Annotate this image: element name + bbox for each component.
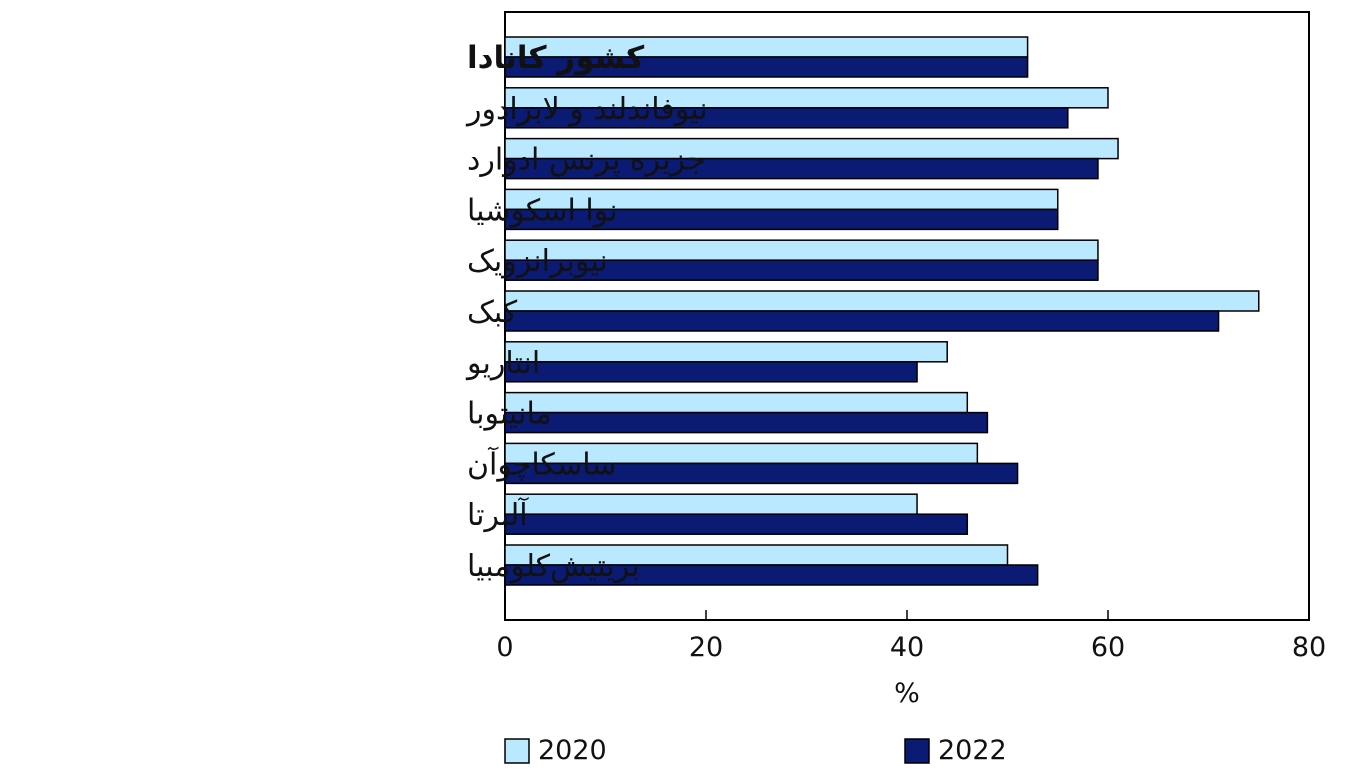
bar-2022-6: [504, 361, 918, 383]
bar-2022-7: [504, 411, 989, 434]
category-label-9: آلبرتا: [467, 497, 529, 533]
category-label-8: ساسکاچوآن: [467, 446, 617, 482]
category-label-1: نیوفاندلند و لابرادور: [465, 92, 708, 127]
bar-2022-0: [504, 56, 1029, 78]
bar-2022-2: [504, 157, 1099, 180]
x-tick-label-20: 20: [689, 632, 723, 663]
bar-2020-6: [504, 341, 948, 363]
x-tick-label-40: 40: [890, 632, 924, 663]
legend-swatch-2020: [504, 738, 530, 764]
legend: 2020 2022: [504, 735, 1007, 766]
bar-2022-4: [504, 259, 1099, 281]
x-axis: 0 20 40 60 80: [496, 610, 1326, 663]
category-label-10: بریتیش‌کلومبیا: [467, 549, 640, 584]
bar-2020-5: [504, 290, 1260, 312]
category-label-4: نیوبرانزویک: [467, 244, 608, 279]
legend-swatch-2022: [904, 738, 930, 764]
x-tick-label-60: 60: [1091, 632, 1125, 663]
legend-label-2022: 2022: [938, 735, 1007, 766]
bar-2022-10: [504, 564, 1039, 586]
bar-2022-9: [504, 513, 969, 535]
category-labels: کشور کانادا نیوفاندلند و لابرادور جزیره پر…: [465, 40, 708, 584]
category-label-6: انتاریو: [465, 346, 540, 381]
legend-label-2020: 2020: [538, 735, 607, 766]
category-label-2: جزیره پرنس ادوارد: [467, 143, 706, 178]
category-label-0: کشور کانادا: [467, 40, 645, 76]
x-tick-label-80: 80: [1292, 632, 1326, 663]
bar-2020-7: [504, 391, 969, 414]
bar-2020-9: [504, 493, 918, 515]
x-tick-label-0: 0: [496, 632, 513, 663]
bar-2022-5: [504, 310, 1220, 332]
bar-2022-3: [504, 208, 1059, 231]
category-label-5: کبک: [467, 295, 518, 330]
bar-2022-1: [504, 107, 1069, 129]
category-label-7: مانیتوبا: [467, 397, 552, 432]
bars-group: [504, 36, 1260, 586]
category-label-3: نوا اسکوشیا: [467, 193, 618, 228]
bar-2022-8: [504, 462, 1019, 485]
x-axis-label: %: [894, 678, 920, 709]
